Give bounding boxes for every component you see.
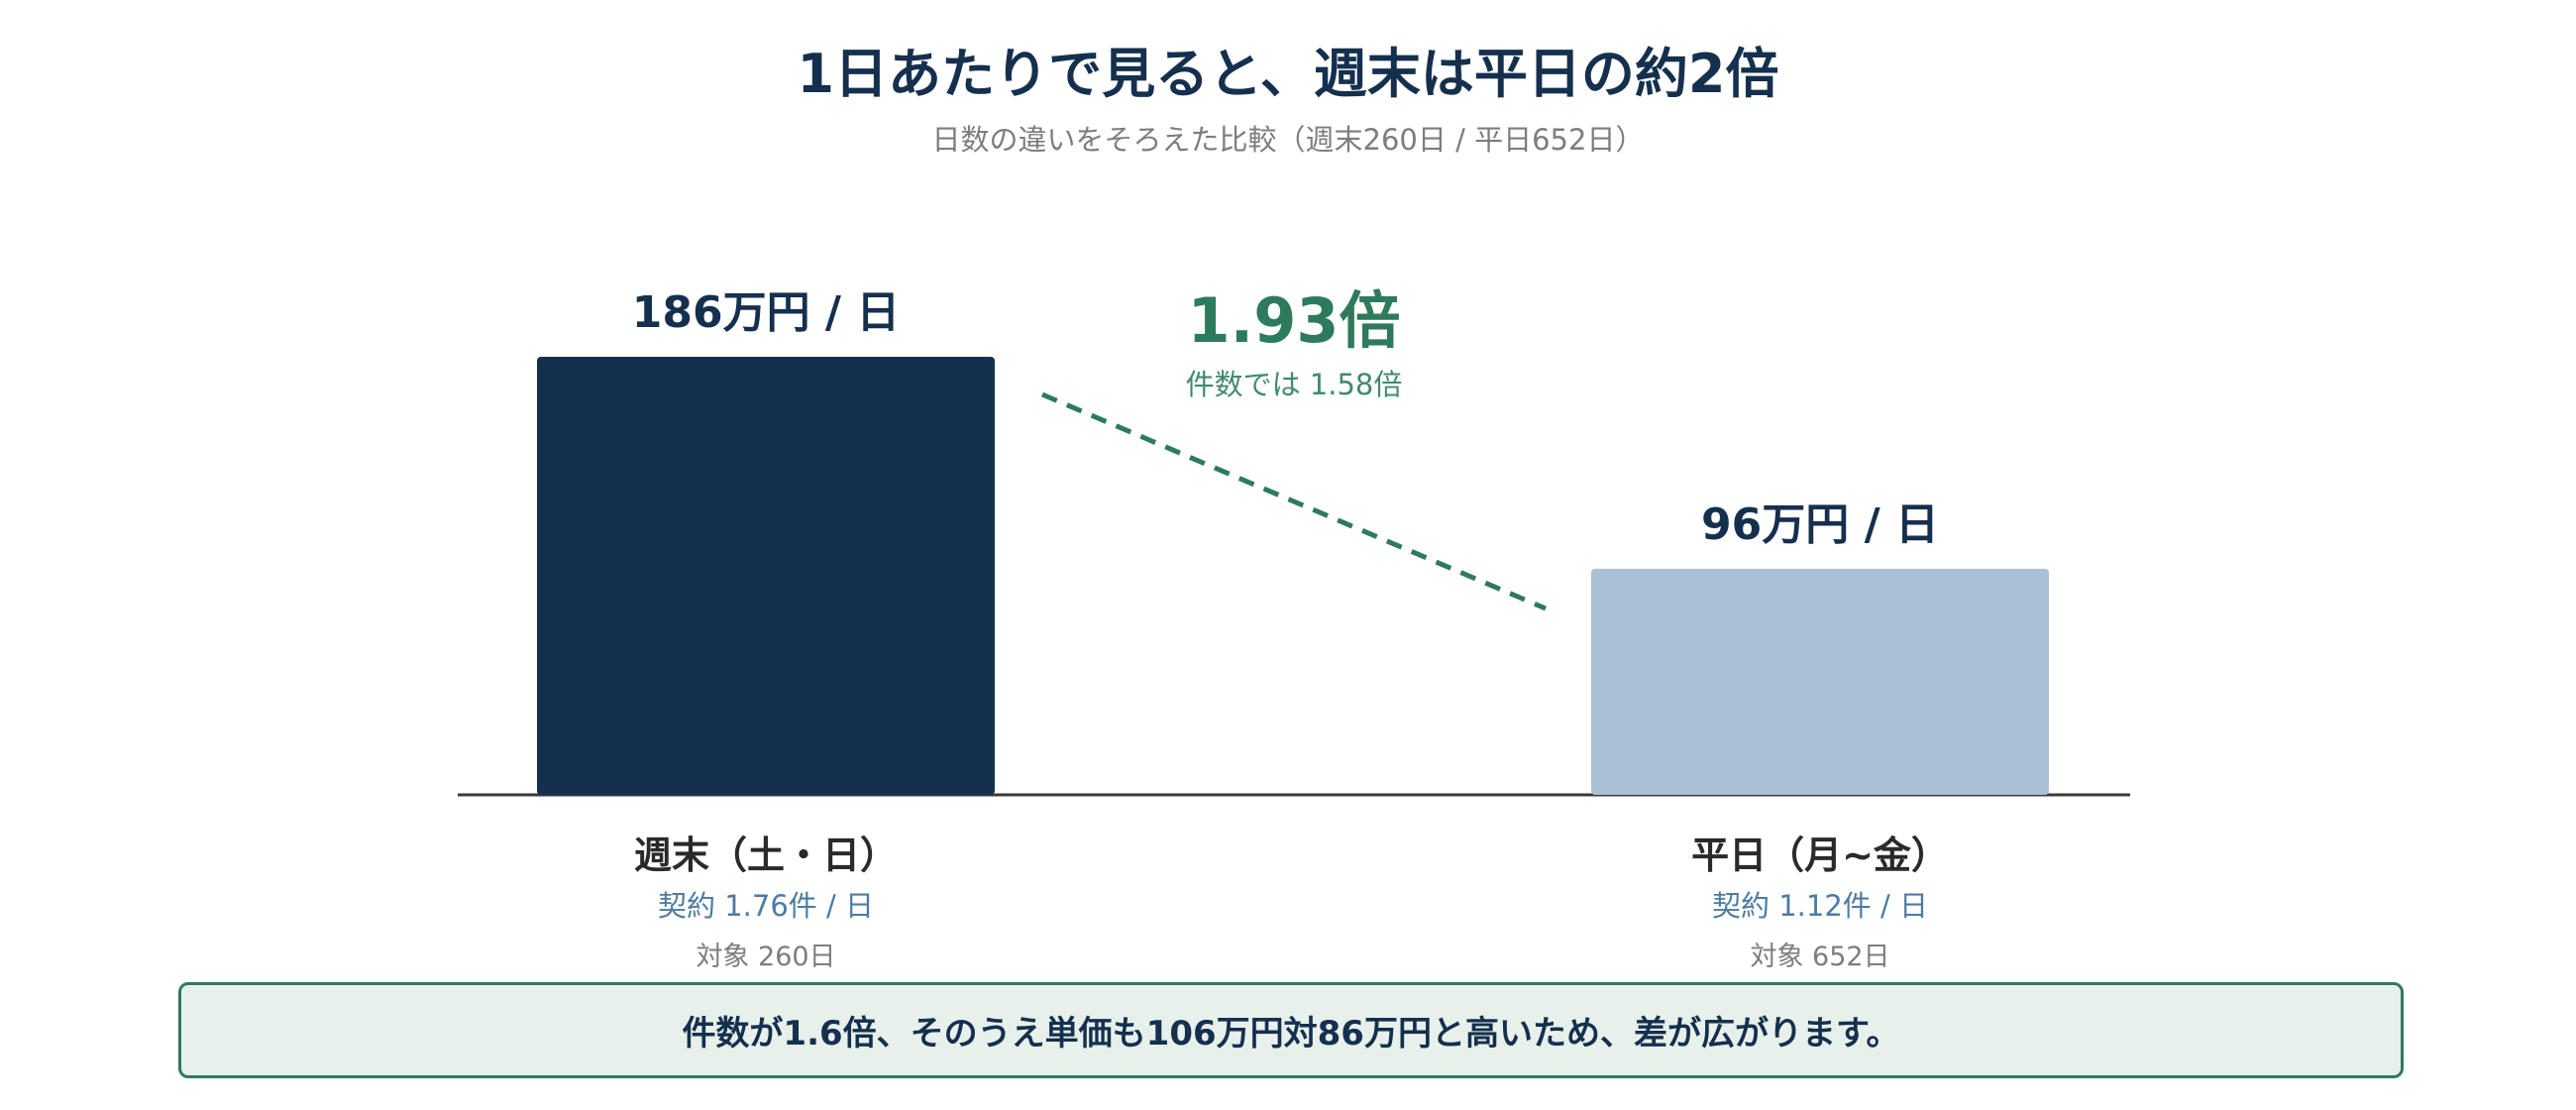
target-days-weekday: 対象 652日 [1750,942,1890,972]
ratio-connector-line [1041,391,1547,611]
bar-value-label-weekend: 186万円 / 日 [632,287,901,338]
chart-title: 1日あたりで見ると、週末は平日の約2倍 [797,43,1779,105]
category-label-weekend: 週末（土・日） [633,833,898,877]
bar-value-label-weekday: 96万円 / 日 [1701,500,1939,550]
summary-note: 件数が1.6倍、そのうえ単価も106万円対86万円と高いため、差が広がります。 [178,982,2404,1078]
contract-rate-weekend: 契約 1.76件 / 日 [658,889,874,923]
ratio-sub-label: 件数では 1.58倍 [1186,368,1403,401]
ratio-label: 1.93倍 [1188,284,1401,357]
summary-note-text: 件数が1.6倍、そのうえ単価も106万円対86万円と高いため、差が広がります。 [682,1014,1900,1054]
contract-rate-weekday: 契約 1.12件 / 日 [1712,889,1928,923]
bar-chart: 186万円 / 日 96万円 / 日 1.93倍 件数では 1.58倍 [458,284,2130,797]
category-label-weekday: 平日（月~金） [1691,833,1949,877]
chart-subtitle: 日数の違いをそろえた比較（週末260日 / 平日652日） [931,123,1645,157]
bar-weekend [537,357,995,795]
target-days-weekend: 対象 260日 [696,942,836,972]
bar-weekday [1591,568,2049,795]
